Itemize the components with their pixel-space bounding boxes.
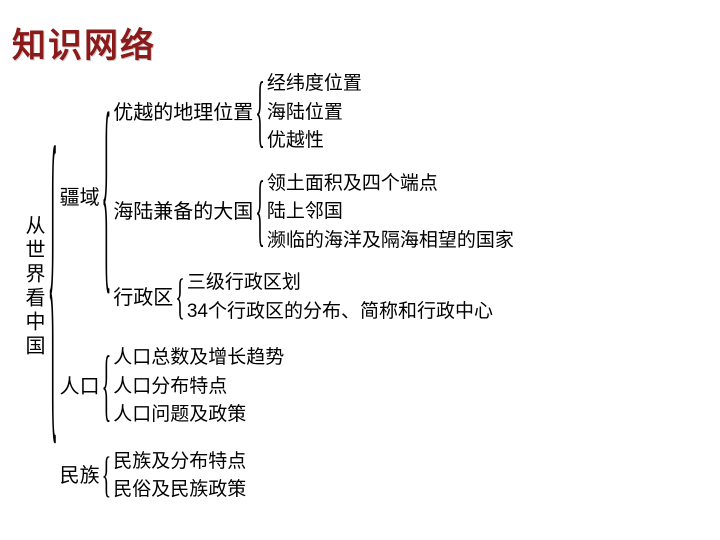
leaf-item: 濒临的海洋及隔海相望的国家 [267,227,514,256]
leaf-item: 人口问题及政策 [113,401,284,430]
sealand-label: 海陆兼备的大国 [113,199,253,225]
leaf-item: 人口分布特点 [113,373,284,402]
leaf-item: 优越性 [267,127,362,156]
node-sealand: 海陆兼备的大国 { 领土面积及四个端点 陆上邻国 濒临的海洋及隔海相望的国家 [113,170,514,256]
admin-leaves: 三级行政区划 34个行政区的分布、简称和行政中心 [187,269,493,326]
leaf-item: 三级行政区划 [187,269,493,298]
root-node: 从世界看中国 { 疆域 { 优越的地理位置 { 经纬度位置 海陆位置 优越性 [20,70,514,505]
node-location: 优越的地理位置 { 经纬度位置 海陆位置 优越性 [113,70,514,156]
leaf-item: 人口总数及增长趋势 [113,344,284,373]
page-title: 知识网络 [12,18,156,67]
leaf-item: 领土面积及四个端点 [267,170,514,199]
ethnic-label: 民族 [60,463,100,489]
location-label: 优越的地理位置 [113,100,253,126]
leaf-item: 经纬度位置 [267,70,362,99]
admin-label: 行政区 [113,285,173,311]
population-leaves: 人口总数及增长趋势 人口分布特点 人口问题及政策 [113,344,284,430]
population-label: 人口 [60,374,100,400]
location-leaves: 经纬度位置 海陆位置 优越性 [267,70,362,156]
leaf-item: 民族及分布特点 [113,448,246,477]
leaf-item: 陆上邻国 [267,198,514,227]
territory-children: 优越的地理位置 { 经纬度位置 海陆位置 优越性 海陆兼备的大国 { [113,70,514,326]
knowledge-tree: 从世界看中国 { 疆域 { 优越的地理位置 { 经纬度位置 海陆位置 优越性 [20,70,514,505]
node-territory: 疆域 { 优越的地理位置 { 经纬度位置 海陆位置 优越性 [60,70,514,326]
leaf-item: 民俗及民族政策 [113,476,246,505]
leaf-item: 海陆位置 [267,99,362,128]
leaf-item: 34个行政区的分布、简称和行政中心 [187,298,493,327]
ethnic-leaves: 民族及分布特点 民俗及民族政策 [113,448,246,505]
root-label: 从世界看中国 [20,215,46,359]
node-ethnic: 民族 { 民族及分布特点 民俗及民族政策 [60,448,514,505]
node-population: 人口 { 人口总数及增长趋势 人口分布特点 人口问题及政策 [60,344,514,430]
sealand-leaves: 领土面积及四个端点 陆上邻国 濒临的海洋及隔海相望的国家 [267,170,514,256]
node-admin: 行政区 { 三级行政区划 34个行政区的分布、简称和行政中心 [113,269,514,326]
root-children: 疆域 { 优越的地理位置 { 经纬度位置 海陆位置 优越性 [60,70,514,505]
territory-label: 疆域 [60,185,100,211]
